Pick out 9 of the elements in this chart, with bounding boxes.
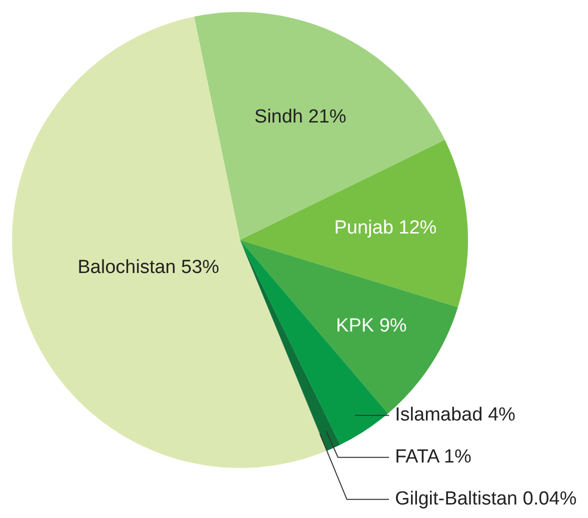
pie-slice <box>194 12 445 240</box>
slice-label: Sindh 21% <box>254 106 346 128</box>
slice-label: Balochistan 53% <box>78 256 220 278</box>
slice-label: FATA 1% <box>395 446 472 468</box>
slice-label: Islamabad 4% <box>395 404 516 426</box>
slice-label: Gilgit-Baltistan 0.04% <box>395 488 577 510</box>
slice-label: Punjab 12% <box>334 218 437 239</box>
pie-slice <box>240 140 468 308</box>
slice-label: KPK 9% <box>336 315 407 336</box>
